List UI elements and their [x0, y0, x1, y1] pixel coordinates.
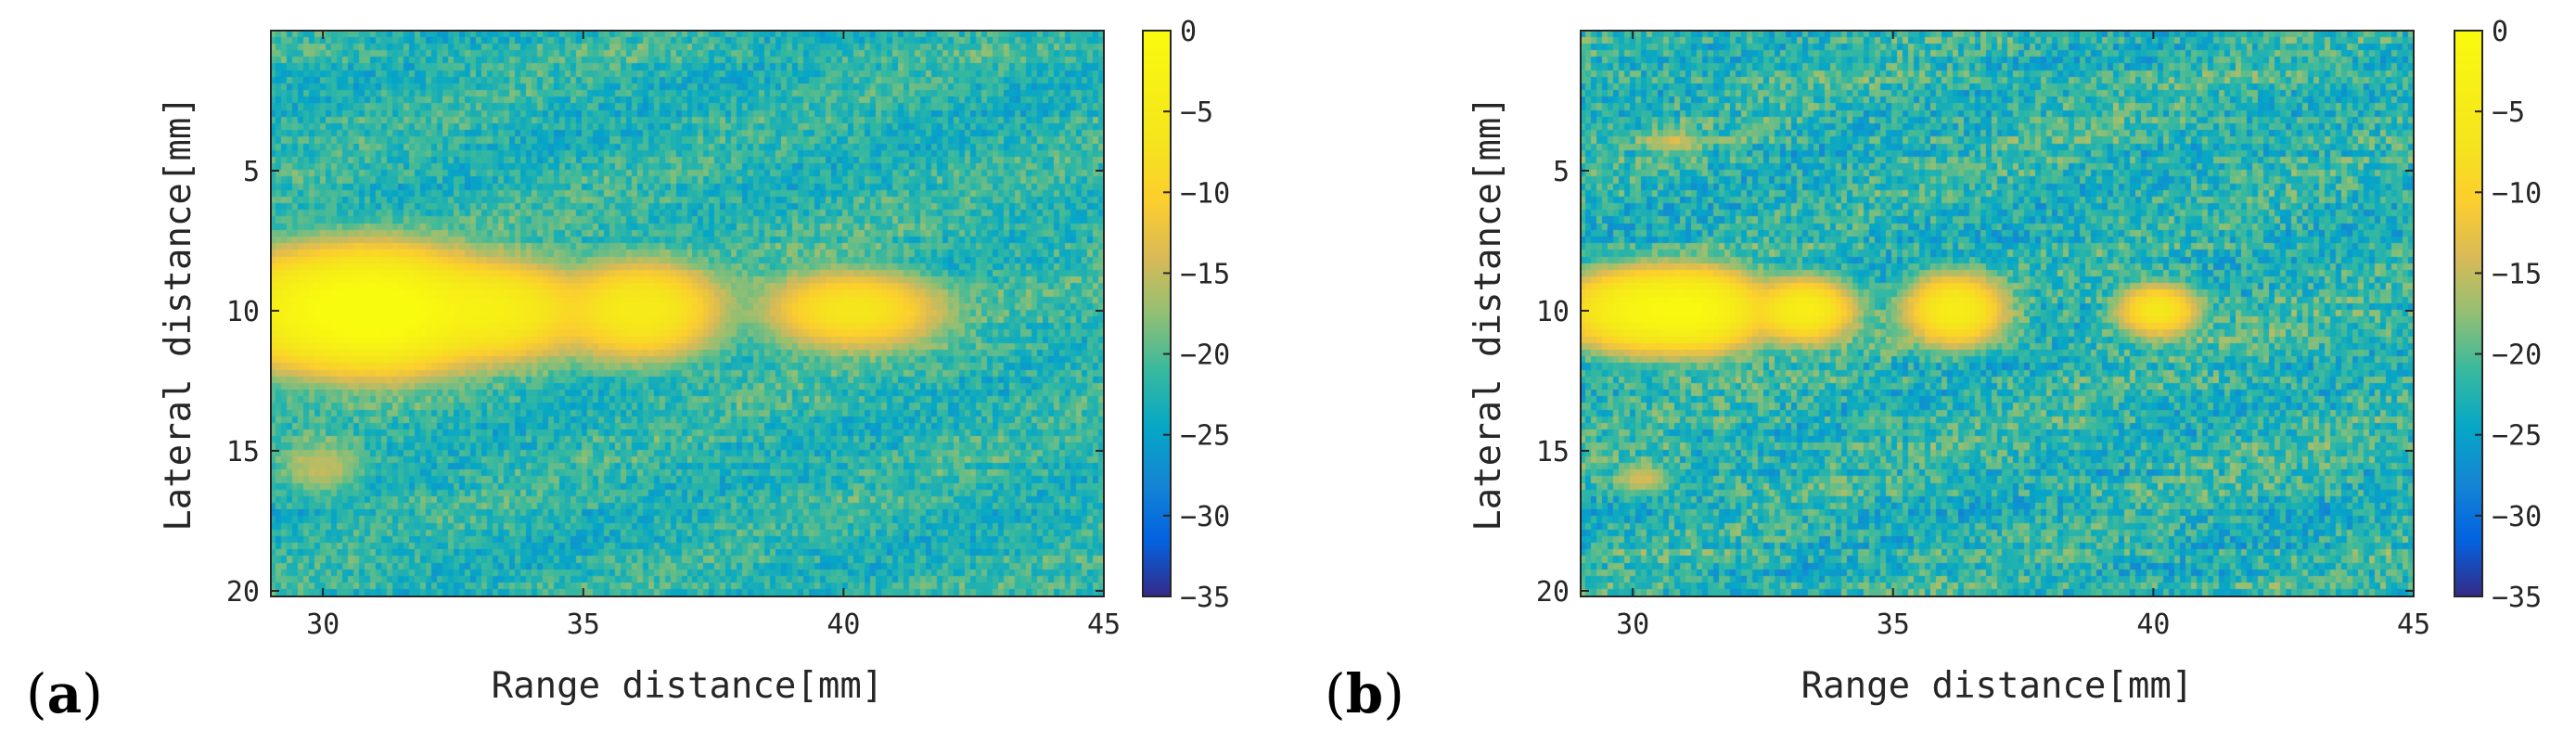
y-tick-label-a-20: 20 [226, 576, 260, 609]
y-axis-title-b: Lateral distance[mm] [1467, 96, 1509, 532]
panel-label-b-letter: b [1346, 662, 1384, 725]
y-tick-label-b-20: 20 [1536, 576, 1570, 609]
y-tick-label-b-5: 5 [1553, 156, 1570, 188]
colorbar-tick-label-b--10: −10 [2492, 177, 2542, 210]
panel-label-a-letter: a [47, 662, 83, 725]
heatmap-a [271, 31, 1104, 596]
colorbar-tick-label-a--25: −25 [1180, 420, 1230, 453]
x-tick-label-b-40: 40 [2136, 609, 2170, 641]
panel-label-b-open: ( [1325, 662, 1346, 725]
y-tick-label-a-5: 5 [243, 156, 260, 188]
colorbar-tick-label-a--30: −30 [1180, 501, 1230, 533]
colorbar-tick-label-b-0: 0 [2492, 16, 2508, 48]
panel-label-a-close: ) [82, 662, 103, 725]
panel-b: 30 35 40 45 5 10 15 20 Range distance[mm] Later… [1325, 16, 2542, 725]
colorbar-tick-label-b--30: −30 [2492, 501, 2542, 533]
panel-label-b: (b) [1325, 662, 1404, 725]
plot-frame-b [1580, 30, 2415, 597]
x-tick-label-b-35: 35 [1877, 609, 1910, 641]
x-axis-title-a: Range distance[mm] [492, 665, 884, 707]
x-tick-label-a-45: 45 [1087, 609, 1121, 641]
y-tick-label-b-15: 15 [1536, 436, 1570, 468]
colorbar-tick-label-b--15: −15 [2492, 258, 2542, 290]
y-tick-label-a-10: 10 [226, 296, 260, 328]
x-axis-title-b: Range distance[mm] [1801, 665, 2194, 707]
x-tick-label-a-35: 35 [567, 609, 600, 641]
colorbar-ticks-a: 0 −5 −10 −15 −20 −25 −30 −35 [1163, 16, 1230, 614]
colorbar-tick-label-a--15: −15 [1180, 258, 1230, 290]
colorbar-tick-label-a--5: −5 [1180, 96, 1213, 129]
colorbar-a [1142, 30, 1172, 597]
axes-b: 30 35 40 45 5 10 15 20 [1536, 31, 2430, 641]
colorbar-b [2454, 30, 2483, 597]
x-tick-label-b-30: 30 [1616, 609, 1649, 641]
colorbar-tick-label-b--20: −20 [2492, 340, 2542, 372]
colorbar-tick-label-b--35: −35 [2492, 582, 2542, 614]
panel-label-a: (a) [26, 662, 103, 725]
y-tick-label-a-15: 15 [226, 436, 260, 468]
colorbar-tick-label-b--5: −5 [2492, 96, 2525, 129]
x-tick-label-a-40: 40 [827, 609, 860, 641]
colorbar-ticks-b: 0 −5 −10 −15 −20 −25 −30 −35 [2475, 16, 2542, 614]
panel-a: 30 35 40 45 5 10 15 20 Range distance[mm] Later… [26, 16, 1230, 725]
y-tick-label-b-10: 10 [1536, 296, 1570, 328]
y-axis-title-a: Lateral distance[mm] [158, 96, 199, 532]
panel-label-b-close: ) [1383, 662, 1404, 725]
axes-a: 30 35 40 45 5 10 15 20 [226, 31, 1121, 641]
colorbar-tick-label-b--25: −25 [2492, 420, 2542, 453]
x-tick-label-a-30: 30 [306, 609, 340, 641]
colorbar-tick-label-a--35: −35 [1180, 582, 1230, 614]
colorbar-tick-label-a-0: 0 [1180, 16, 1197, 48]
x-tick-label-b-45: 45 [2397, 609, 2430, 641]
colorbar-tick-label-a--20: −20 [1180, 340, 1230, 372]
heatmap-b [1581, 31, 2414, 596]
panel-label-a-open: ( [26, 662, 47, 725]
plot-frame-a [270, 30, 1105, 597]
colorbar-tick-label-a--10: −10 [1180, 177, 1230, 210]
